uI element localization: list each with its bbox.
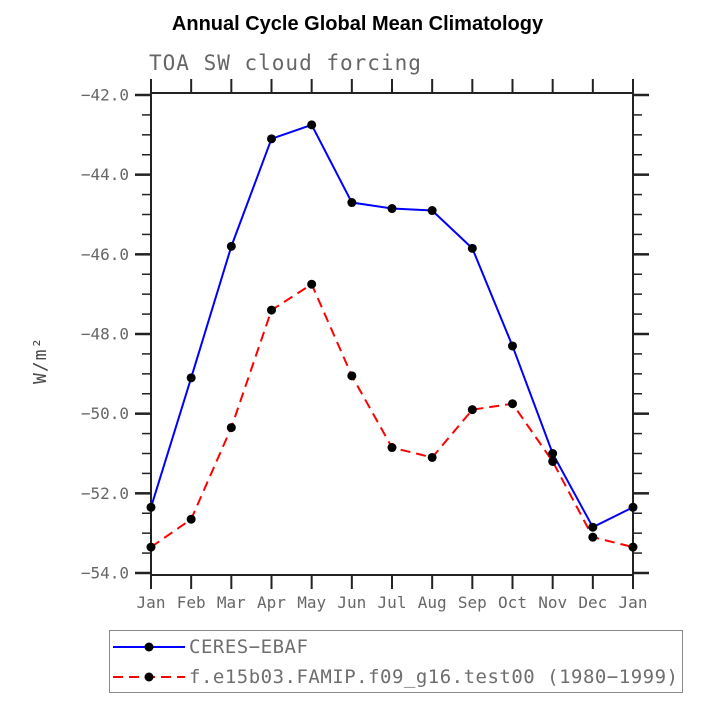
data-point-series-0 xyxy=(467,243,477,253)
data-point-series-1 xyxy=(186,514,196,524)
data-point-series-1 xyxy=(267,305,276,315)
x-tick-label: Dec xyxy=(578,593,607,612)
x-tick-label: Feb xyxy=(177,593,206,612)
legend-label-model: f.e15b03.FAMIP.f09_g16.test00 (1980−1999… xyxy=(189,665,679,688)
y-tick-label: −48.0 xyxy=(81,325,129,344)
y-tick-label: −54.0 xyxy=(81,564,129,583)
data-point-series-1 xyxy=(387,443,397,453)
x-tick-label: Aug xyxy=(418,593,447,612)
data-point-series-0 xyxy=(186,373,196,383)
data-point-series-1 xyxy=(226,423,236,433)
legend-item-ceres: CERES−EBAF xyxy=(110,632,682,661)
data-point-series-1 xyxy=(347,371,357,381)
x-tick-label: Apr xyxy=(257,593,286,612)
x-tick-label: Sep xyxy=(458,593,487,612)
data-point-series-1 xyxy=(508,399,517,409)
data-point-series-0 xyxy=(588,522,598,532)
legend-marker-dot xyxy=(144,672,154,681)
data-point-series-0 xyxy=(347,198,357,208)
data-point-series-0 xyxy=(548,449,558,458)
data-point-series-1 xyxy=(146,542,156,552)
data-point-series-1 xyxy=(467,405,477,415)
chart-subtitle: TOA SW cloud forcing xyxy=(149,51,422,75)
legend-label-ceres: CERES−EBAF xyxy=(189,635,309,658)
data-point-series-1 xyxy=(307,279,317,289)
x-tick-label: Jun xyxy=(337,593,366,612)
data-point-series-0 xyxy=(146,502,156,512)
data-point-series-0 xyxy=(307,120,317,130)
plot-frame xyxy=(150,92,634,576)
data-point-series-1 xyxy=(427,452,437,462)
series-line-1 xyxy=(150,282,634,549)
data-point-series-0 xyxy=(226,241,236,251)
x-tick-label: Oct xyxy=(498,593,527,612)
data-point-series-0 xyxy=(628,502,638,512)
legend-item-model: f.e15b03.FAMIP.f09_g16.test00 (1980−1999… xyxy=(110,662,682,691)
x-tick-label: Jul xyxy=(378,593,407,612)
data-point-series-0 xyxy=(267,134,276,144)
legend-marker-dot xyxy=(144,642,154,651)
x-tick-label: Nov xyxy=(538,593,567,612)
y-tick-label: −52.0 xyxy=(81,484,129,503)
data-point-series-0 xyxy=(387,204,397,214)
data-point-series-0 xyxy=(508,341,517,351)
y-tick-label: −44.0 xyxy=(81,165,129,184)
data-point-series-1 xyxy=(628,542,638,552)
x-tick-label: Jan xyxy=(137,593,166,612)
y-tick-label: −46.0 xyxy=(81,245,129,264)
legend: CERES−EBAF f.e15b03.FAMIP.f09_g16.test00… xyxy=(109,630,683,693)
data-point-series-1 xyxy=(548,456,558,466)
x-tick-label: Mar xyxy=(217,593,246,612)
legend-line-sample-solid xyxy=(113,642,185,651)
data-point-series-1 xyxy=(588,532,598,542)
x-tick-label: May xyxy=(297,593,326,612)
y-tick-label: −42.0 xyxy=(81,86,129,105)
series-line-0 xyxy=(150,123,634,529)
legend-line-sample-dashed xyxy=(113,672,185,681)
data-point-series-0 xyxy=(427,206,437,216)
x-tick-label: Jan xyxy=(619,593,648,612)
chart-title: Annual Cycle Global Mean Climatology xyxy=(171,13,544,35)
y-tick-label: −50.0 xyxy=(81,404,129,423)
